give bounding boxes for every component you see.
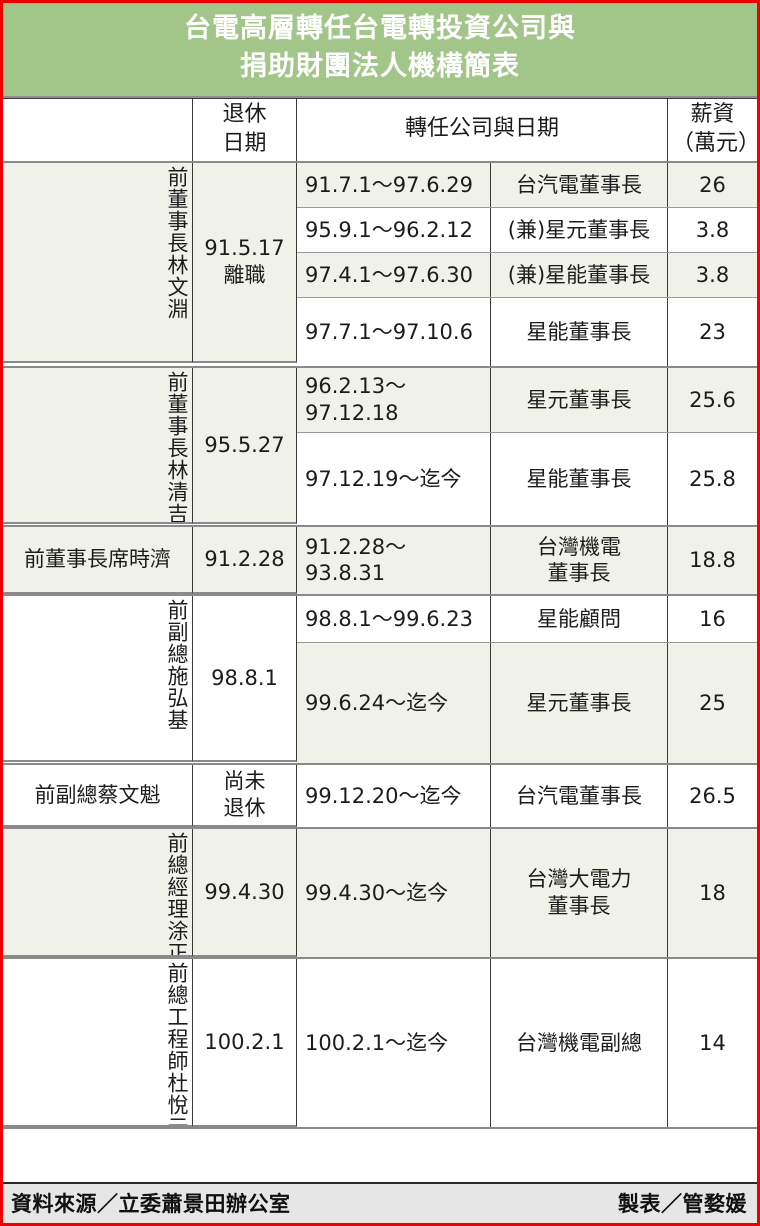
salary-cell: 3.8 [668, 252, 757, 297]
salary-cell: 25 [668, 642, 757, 763]
table-row: 前總經理涂正義 99.4.30 99.4.30～迄今 台灣大電力 董事長 18 [3, 828, 757, 959]
salary-cell: 25.8 [668, 432, 757, 525]
retire-date: 99.4.30 [204, 879, 285, 904]
header-retire-date-line2: 日期 [222, 130, 267, 156]
period-cell: 99.6.24～迄今 [297, 642, 491, 763]
title-line-1: 台電高層轉任台電轉投資公司與 [184, 13, 576, 44]
period-cell: 97.12.19～迄今 [297, 432, 491, 525]
company-cell: 星元董事長 [491, 642, 668, 763]
period-cell: 97.4.1～97.6.30 [297, 252, 491, 297]
retire-date-cell: 91.5.17 離職 [193, 162, 297, 363]
table-row: 97.12.19～迄今 星能董事長 25.8 [3, 432, 757, 527]
period-cell: 91.2.28～ 93.8.31 [297, 526, 491, 594]
retire-note: 離職 [223, 262, 266, 287]
period-cell: 91.7.1～97.6.29 [297, 162, 491, 207]
person-name: 前董事長林清吉 [165, 370, 189, 524]
footer-source: 資料來源／立委蕭景田辦公室 [11, 1192, 291, 1216]
company-cell: (兼)星能董事長 [491, 252, 668, 297]
company-cell: 星能董事長 [491, 432, 668, 525]
retire-date: 91.5.17 離職 [204, 236, 285, 287]
retire-date-cell: 95.5.27 [193, 367, 297, 524]
company-cell: 台汽電董事長 [491, 764, 668, 827]
retire-date: 91.2.28 [204, 547, 285, 572]
table-row: 前董事長林文淵 91.5.17 離職 91.7.1～97.6.29 台汽電董事長 26 [3, 162, 757, 363]
period-cell: 95.9.1～96.2.12 [297, 207, 491, 252]
salary-cell: 16 [668, 595, 757, 642]
person-name: 前董事長林文淵 [165, 165, 189, 320]
table-row: 前副總蔡文魁 尚未 退休 99.12.20～迄今 台汽電董事長 26.5 [3, 764, 757, 829]
retire-date: 100.2.1 [204, 1029, 285, 1054]
person-name-cell: 前董事長林清吉 [3, 367, 193, 524]
table-row: 95.9.1～96.2.12 (兼)星元董事長 3.8 [3, 207, 757, 253]
period-cell: 99.4.30～迄今 [297, 828, 491, 957]
table-row: 99.6.24～迄今 星元董事長 25 [3, 642, 757, 765]
header-name [3, 98, 193, 161]
salary-cell: 26.5 [668, 764, 757, 827]
header-transfer: 轉任公司與日期 [297, 98, 668, 161]
table-row: 前總工程師杜悅元 100.2.1 100.2.1～迄今 台灣機電副總 14 [3, 958, 757, 1129]
retire-date: 98.8.1 [211, 665, 278, 690]
company-cell: 台灣大電力 董事長 [491, 828, 668, 957]
person-name: 前副總蔡文魁 [34, 782, 161, 807]
table-row: 前董事長林清吉 95.5.27 96.2.13～ 97.12.18 星元董事長 25.6 [3, 367, 757, 524]
person-name-cell: 前董事長林文淵 [3, 162, 193, 363]
company-cell: 星元董事長 [491, 367, 668, 432]
company-cell: 台汽電董事長 [491, 162, 668, 207]
person-name: 前總經理涂正義 [165, 831, 189, 957]
period-cell: 99.12.20～迄今 [297, 764, 491, 827]
table-row: 97.4.1～97.6.30 (兼)星能董事長 3.8 [3, 252, 757, 298]
title-line-2: 捐助財團法人機構簡表 [240, 51, 520, 83]
company-cell: 台灣機電 董事長 [491, 526, 668, 594]
person-name: 前董事長席時濟 [24, 547, 171, 572]
table-row: 前董事長席時濟 91.2.28 91.2.28～ 93.8.31 台灣機電 董事長 18.8 [3, 526, 757, 596]
retire-date-cell: 91.2.28 [193, 526, 297, 594]
table-row: 前副總施弘基 98.8.1 98.8.1～99.6.23 星能顧問 16 [3, 595, 757, 762]
data-table: 退休 日期 轉任公司與日期 薪資 （萬元） 前董事長林文淵 91.5.17 離職 91… [3, 97, 757, 1182]
header-salary: 薪資 （萬元） [668, 98, 757, 161]
footer-credit: 製表／管婺媛 [618, 1192, 747, 1216]
retire-date-cell: 98.8.1 [193, 595, 297, 762]
person-name-cell: 前董事長席時濟 [3, 526, 193, 594]
salary-cell: 3.8 [668, 207, 757, 252]
salary-cell: 18.8 [668, 526, 757, 594]
company-cell: 台灣機電副總 [491, 958, 668, 1127]
company-cell: 星能顧問 [491, 595, 668, 642]
retire-date: 95.5.27 [204, 432, 285, 457]
person-name: 前副總施弘基 [165, 598, 189, 731]
person-name-cell: 前總工程師杜悅元 [3, 958, 193, 1127]
header-retire-date: 退休 日期 [193, 98, 297, 161]
table-row: 97.7.1～97.10.6 星能董事長 23 [3, 297, 757, 368]
retire-date-cell: 100.2.1 [193, 958, 297, 1127]
footer: 資料來源／立委蕭景田辦公室 製表／管婺媛 [3, 1182, 757, 1223]
person-name-cell: 前副總施弘基 [3, 595, 193, 762]
salary-cell: 25.6 [668, 367, 757, 432]
page-title: 台電高層轉任台電轉投資公司與 捐助財團法人機構簡表 [3, 3, 757, 98]
person-name-cell: 前總經理涂正義 [3, 828, 193, 957]
table-header-row: 退休 日期 轉任公司與日期 薪資 （萬元） [3, 98, 757, 163]
period-cell: 98.8.1～99.6.23 [297, 595, 491, 642]
period-cell: 100.2.1～迄今 [297, 958, 491, 1127]
retire-date-cell: 99.4.30 [193, 828, 297, 957]
retire-date: 尚未 退休 [223, 769, 266, 820]
company-cell: (兼)星元董事長 [491, 207, 668, 252]
person-name-cell: 前副總蔡文魁 [3, 764, 193, 827]
period-cell: 97.7.1～97.10.6 [297, 297, 491, 366]
company-cell: 星能董事長 [491, 297, 668, 366]
salary-cell: 26 [668, 162, 757, 207]
header-salary-line1: 薪資 [690, 102, 735, 128]
header-salary-line2: （萬元） [672, 130, 757, 156]
salary-cell: 23 [668, 297, 757, 366]
header-retire-date-line1: 退休 [222, 102, 267, 128]
salary-cell: 18 [668, 828, 757, 957]
retire-date-cell: 尚未 退休 [193, 764, 297, 827]
salary-cell: 14 [668, 958, 757, 1127]
person-name: 前總工程師杜悅元 [165, 961, 189, 1127]
period-cell: 96.2.13～ 97.12.18 [297, 367, 491, 432]
